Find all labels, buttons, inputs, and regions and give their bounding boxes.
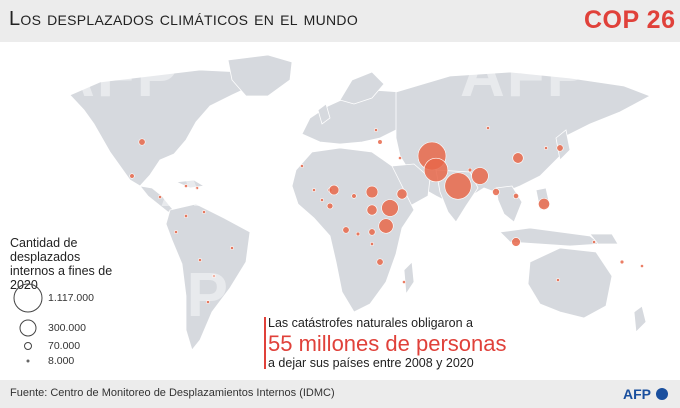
bubble-peru [198,258,202,262]
bubble-yemen [396,188,408,200]
page-title: Los desplazados climáticos en el mundo [9,8,359,30]
bubble-tanzania [370,242,374,246]
legend-circle-tiny [26,359,30,363]
north-america [69,69,261,187]
bubble-congo [355,231,361,237]
south-america [165,203,251,351]
watermark: AFP [460,41,590,110]
bubble-ethiopia [381,199,399,217]
bubble-china [512,152,524,164]
legend-circle-large [13,283,43,313]
cop26-logo: COP 26 [584,6,676,34]
bubble-mali [312,188,316,192]
bubble-nz [556,278,560,282]
bubble-guatemala [158,195,162,199]
bubble-myanmar [492,188,500,196]
info-line-1: Las catástrofes naturales obligaron a [268,316,473,330]
bubble-kenya [368,228,376,236]
info-accent-bar [264,317,266,369]
bubble-venezuela [202,210,206,214]
bubble-pakistan [423,157,449,183]
bubble-morocco [300,164,304,168]
header-bar: Los desplazados climáticos en el mundo C… [0,0,680,42]
bubble-indonesia [511,237,521,247]
bubble-haiti [195,186,199,190]
southeast-asia [495,185,523,223]
bubble-korea [544,146,548,150]
legend-label-small: 70.000 [48,340,81,352]
info-highlight: 55 millones de personas [268,331,507,356]
watermark: AFP [160,151,290,220]
legend-circle-small [24,342,32,350]
bubble-japan [556,144,564,152]
bubble-colombia [184,214,188,218]
bubble-nigeria [328,184,340,196]
bubble-turkey [374,128,378,132]
bubble-madagascar [402,280,406,284]
legend-circles [13,283,43,363]
bubble-sudan [366,204,378,216]
afp-logo-dot [656,388,668,400]
bubble-mozambique [376,258,384,266]
watermark: AFP [100,261,230,330]
world-map [69,54,651,351]
bubble-ecuador [174,230,178,234]
bubble-burkina-faso [320,198,324,202]
japan [555,129,571,161]
bubble-drc [342,226,350,234]
bubble-philippines [538,198,550,210]
bubble-cuba [184,184,188,188]
africa [291,147,415,313]
legend-label-medium: 300.000 [48,322,86,334]
bubble-somalia [378,218,394,234]
bubble-chad [351,193,357,199]
bubble-nepal [467,167,473,173]
scandinavia [339,71,385,105]
displacement-bubbles [129,126,644,304]
bubble-bangladesh [471,167,489,185]
legend-label-tiny: 8.000 [48,355,75,367]
uk [317,103,331,125]
bubble-bolivia [212,274,216,278]
bubble-brazil [230,246,234,250]
australia [527,247,613,319]
madagascar [403,261,415,296]
afp-logo: AFP [623,386,651,402]
bubble-mongolia [486,126,490,130]
watermark: AFP [50,41,180,110]
greenland [227,54,293,97]
bubble-cameroon [326,202,334,210]
bubble-fiji [640,264,644,268]
legend-label-large: 1.117.000 [48,292,94,304]
new-zealand [633,305,647,333]
bubble-syria [377,139,383,145]
bubble-usa [138,138,146,146]
legend-circle-medium [19,319,37,337]
bubble-vanuatu [619,259,625,265]
bubble-argentina [206,300,210,304]
info-line-3: a dejar sus países entre 2008 y 2020 [268,356,474,370]
source-note: Fuente: Centro de Monitoreo de Desplazam… [10,387,335,399]
bubble-india [444,172,472,200]
bubble-iraq [398,156,402,160]
bubble-vietnam [513,193,519,199]
watermark: AFP [450,301,580,370]
legend-title: Cantidad de desplazados internos a fines… [10,236,113,292]
bubble-south-sudan [365,185,379,199]
footer-bar: Fuente: Centro de Monitoreo de Desplazam… [0,380,680,408]
bubble-png [592,240,596,244]
bubble-mexico [129,173,135,179]
